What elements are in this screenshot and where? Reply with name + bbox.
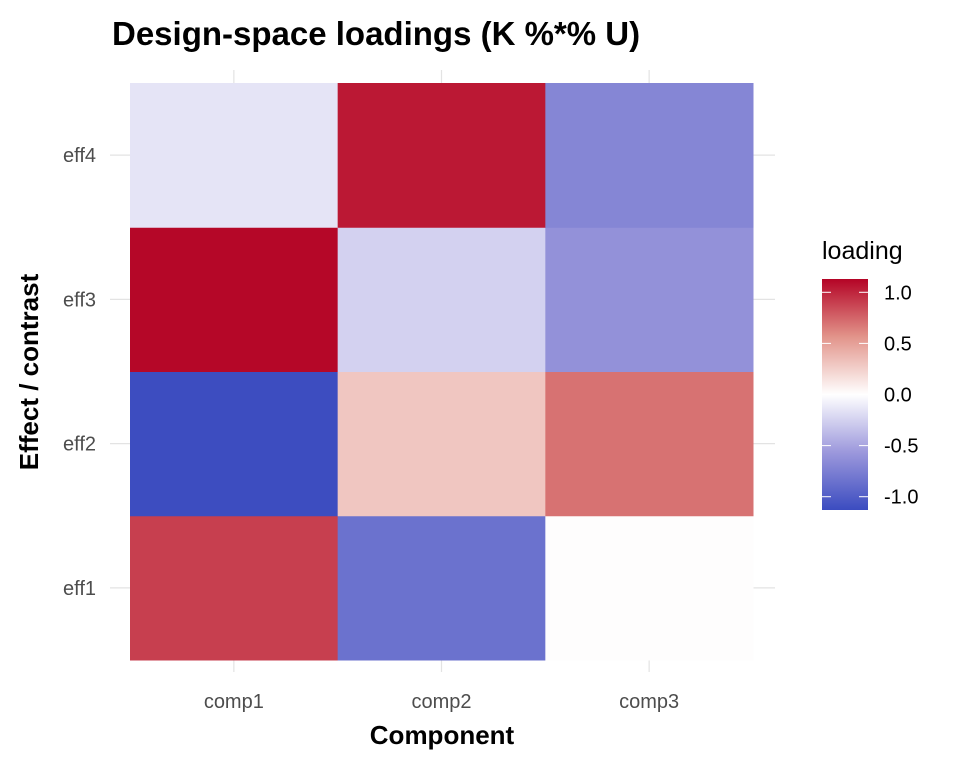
legend-tick-label: -1.0	[884, 487, 918, 509]
y-axis-ticks: eff1 eff2 eff3 eff4	[63, 145, 96, 600]
heatmap-cells	[130, 83, 754, 661]
x-axis-ticks: comp1 comp2 comp3	[204, 691, 679, 713]
chart-title: Design-space loadings (K %*% U)	[112, 15, 640, 52]
heatmap-cell	[545, 371, 754, 517]
y-tick-label: eff1	[63, 578, 96, 600]
y-axis-title: Effect / contrast	[14, 273, 44, 470]
heatmap-cell	[337, 83, 546, 228]
heatmap-cell	[545, 227, 754, 372]
heatmap-cell	[337, 515, 546, 661]
heatmap-cell	[130, 515, 339, 661]
heatmap-cell	[337, 371, 546, 517]
heatmap-cell	[545, 83, 754, 228]
legend-title: loading	[822, 237, 903, 265]
x-tick-label: comp2	[411, 691, 471, 713]
y-tick-label: eff2	[63, 434, 96, 456]
color-legend: loading 1.0 0.5 0.0 -0.5 -1.0	[822, 237, 918, 510]
x-tick-label: comp1	[204, 691, 264, 713]
legend-tick-label: 0.5	[884, 333, 912, 355]
y-tick-label: eff4	[63, 145, 96, 167]
legend-tick-label: 1.0	[884, 282, 912, 304]
heatmap-cell	[130, 227, 339, 372]
heatmap-cell	[130, 371, 339, 517]
heatmap-cell	[337, 227, 546, 372]
legend-tick-label: 0.0	[884, 385, 912, 407]
y-tick-label: eff3	[63, 289, 96, 311]
heatmap-cell	[130, 83, 339, 228]
x-axis-title: Component	[370, 720, 515, 750]
heatmap-cell	[545, 515, 754, 661]
x-tick-label: comp3	[619, 691, 679, 713]
legend-tick-label: -0.5	[884, 436, 918, 458]
